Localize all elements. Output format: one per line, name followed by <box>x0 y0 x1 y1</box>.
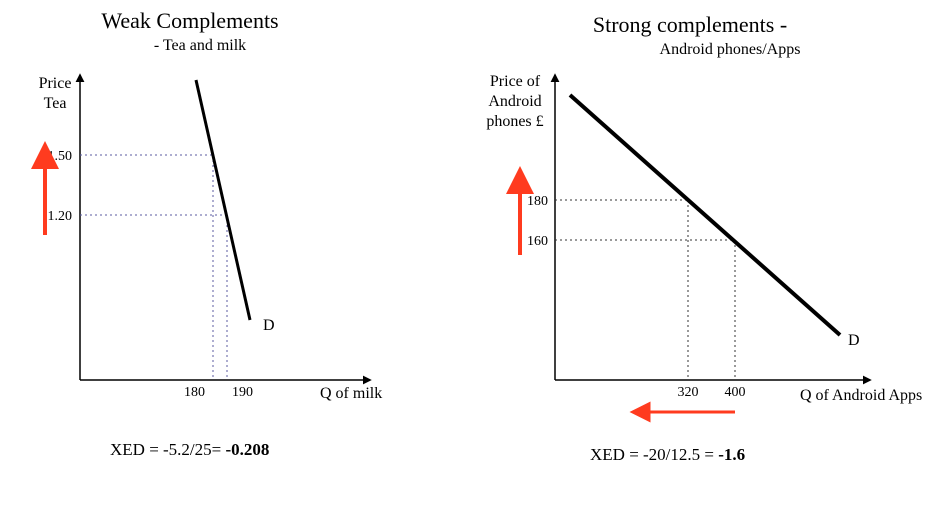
right-ytick-0: 180 <box>527 194 548 209</box>
left-chart: Weak Complements - Tea and milk Price Te… <box>39 8 383 459</box>
left-subtitle: - Tea and milk <box>154 37 246 54</box>
right-y-label-1: Price of <box>490 73 541 90</box>
left-formula: XED = -5.2/25= -0.208 <box>110 440 269 459</box>
right-xtick-1: 400 <box>725 385 746 400</box>
right-y-label-3: phones £ <box>486 113 543 130</box>
right-ytick-1: 160 <box>527 234 548 249</box>
left-x-label: Q of milk <box>320 385 382 402</box>
left-demand-line <box>196 80 250 320</box>
right-guides <box>555 200 735 380</box>
right-title: Strong complements - <box>593 12 787 37</box>
right-demand-line <box>570 95 840 335</box>
left-guides <box>80 155 227 380</box>
left-xtick-1: 190 <box>232 385 253 400</box>
right-xtick-0: 320 <box>678 385 699 400</box>
left-title: Weak Complements <box>101 8 278 33</box>
left-ytick-1: 1.20 <box>48 209 73 224</box>
left-y-label-2: Tea <box>44 95 67 112</box>
left-ytick-0: 1.50 <box>48 149 73 164</box>
right-subtitle: Android phones/Apps <box>660 41 801 58</box>
right-chart: Strong complements - Android phones/Apps… <box>486 12 922 464</box>
right-demand-label: D <box>848 332 860 349</box>
left-xtick-0: 180 <box>184 385 205 400</box>
left-demand-label: D <box>263 317 275 334</box>
right-formula: XED = -20/12.5 = -1.6 <box>590 445 745 464</box>
right-formula-prefix: XED = -20/12.5 = <box>590 445 718 464</box>
right-x-label: Q of Android Apps <box>800 387 922 404</box>
right-y-label-2: Android <box>488 93 541 110</box>
left-formula-result: -0.208 <box>226 440 270 459</box>
left-y-label-1: Price <box>39 75 72 92</box>
left-formula-prefix: XED = -5.2/25= <box>110 440 226 459</box>
right-formula-result: -1.6 <box>718 445 745 464</box>
